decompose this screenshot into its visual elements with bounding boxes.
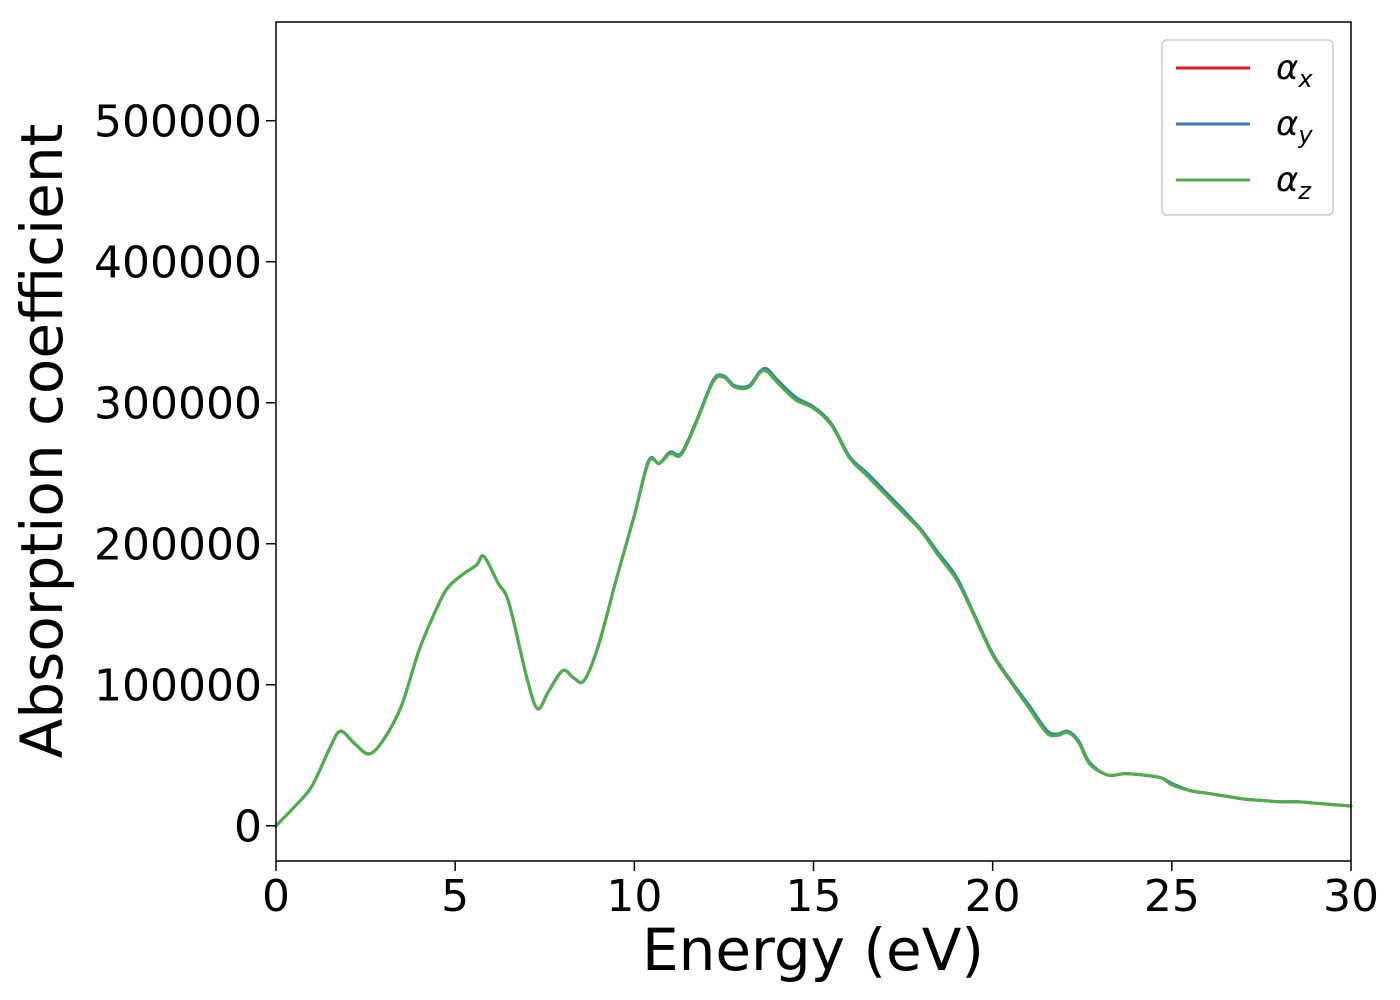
y-tick-label: 500000 xyxy=(94,97,262,148)
y-tick-label: 300000 xyxy=(94,379,262,430)
x-tick-label: 30 xyxy=(1323,871,1379,922)
series-line-z xyxy=(274,369,1353,828)
series-line-x xyxy=(274,367,1353,828)
series-layer xyxy=(274,366,1353,828)
y-axis: 0 100000 200000 300000 400000 500000 xyxy=(94,97,276,853)
legend-label-subscript: z xyxy=(1297,177,1312,205)
x-tick-label: 25 xyxy=(1144,871,1200,922)
y-tick-label: 200000 xyxy=(94,520,262,571)
x-axis-title: Energy (eV) xyxy=(642,916,984,984)
series-line-y xyxy=(274,366,1353,828)
x-tick-label: 10 xyxy=(606,871,662,922)
y-axis-title: Absorption coefficient xyxy=(8,124,76,759)
x-tick-label: 20 xyxy=(965,871,1021,922)
legend-label-subscript: x xyxy=(1297,65,1313,93)
legend-label-subscript: y xyxy=(1297,121,1313,149)
y-tick-label: 0 xyxy=(234,802,262,853)
legend-box xyxy=(1161,39,1334,216)
x-tick-label: 15 xyxy=(786,871,842,922)
y-tick-label: 100000 xyxy=(94,661,262,712)
y-tick-label: 400000 xyxy=(94,238,262,289)
x-tick-label: 5 xyxy=(441,871,469,922)
x-axis: 0 5 10 15 20 25 30 xyxy=(262,861,1379,922)
x-tick-label: 0 xyxy=(262,871,290,922)
legend-label: αz xyxy=(1276,160,1312,205)
